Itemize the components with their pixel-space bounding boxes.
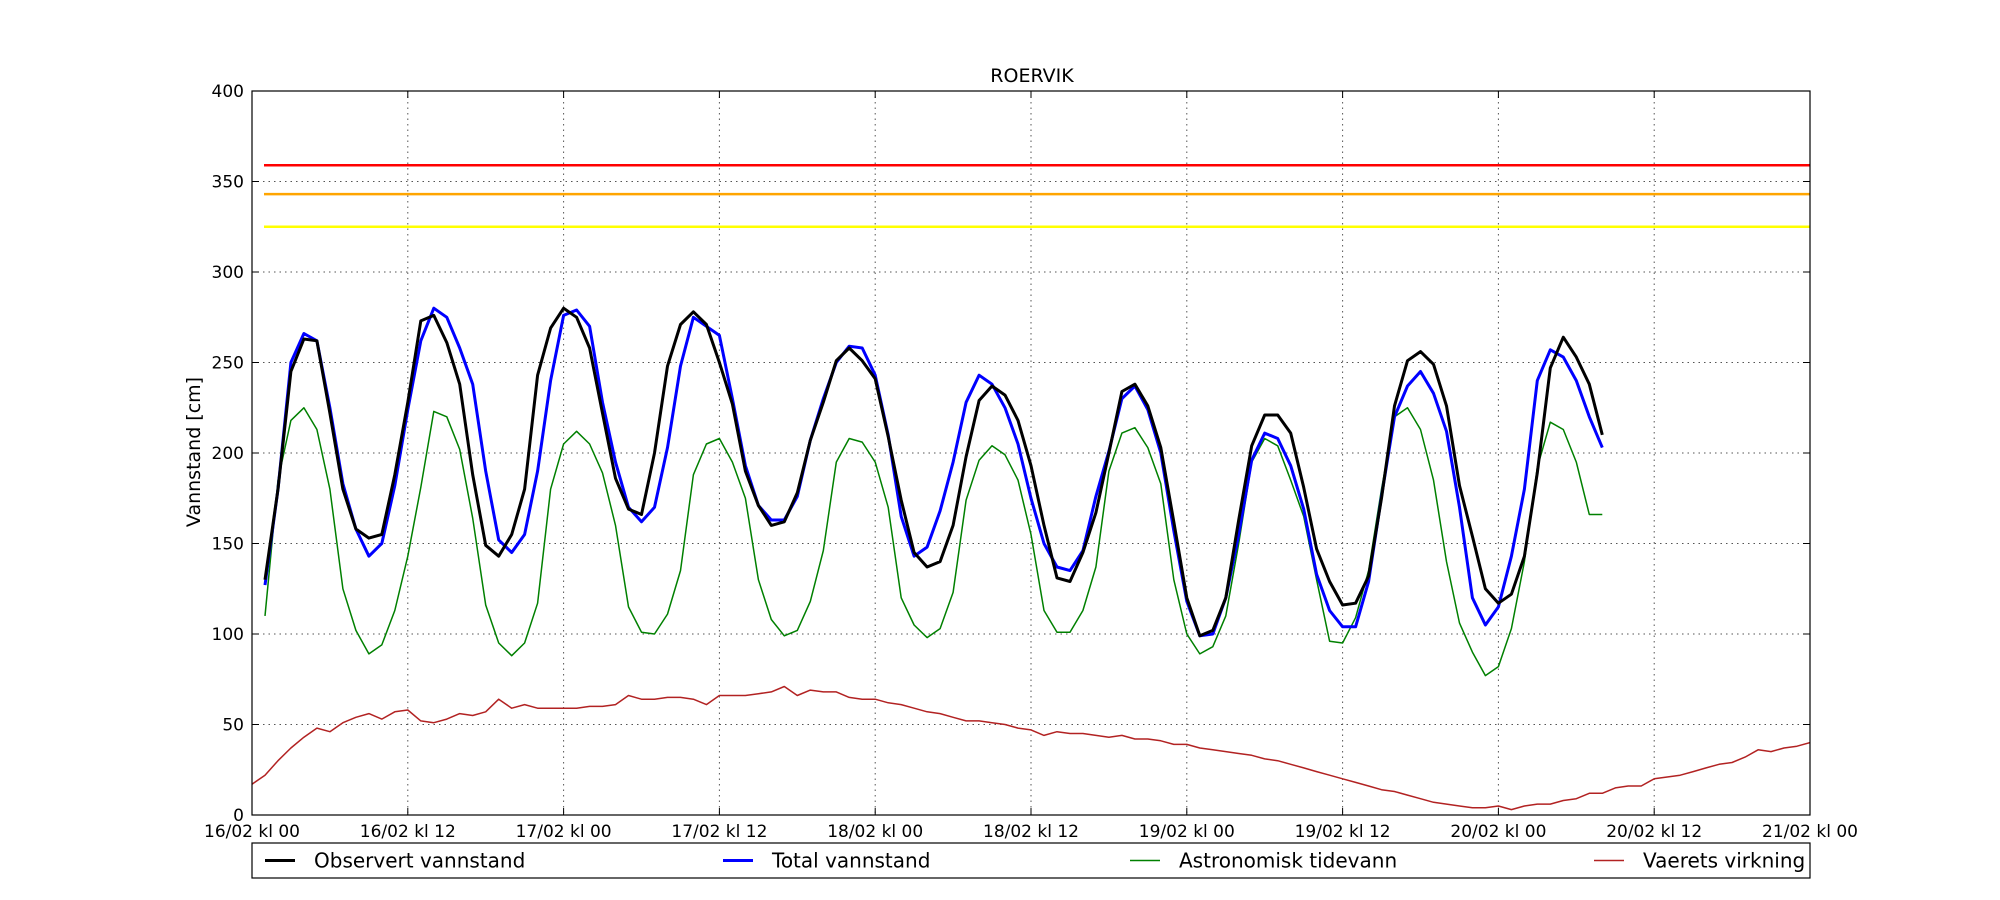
plot-area	[252, 306, 1810, 811]
legend-entry: Astronomisk tidevann	[1130, 849, 1397, 873]
series-line-observert-vannstand	[263, 306, 1604, 638]
grid-lines	[251, 90, 1811, 816]
legend-entry: Vaerets virkning	[1594, 849, 1805, 873]
x-tick-label: 19/02 kl 00	[1139, 822, 1235, 842]
legend-entry: Observert vannstand	[265, 849, 525, 873]
plot-frame	[251, 90, 1811, 816]
x-tick-label: 19/02 kl 12	[1295, 822, 1391, 842]
chart-title: ROERVIK	[990, 65, 1074, 87]
legend-box	[251, 842, 1811, 879]
y-tick-label: 350	[212, 173, 244, 193]
y-tick-label: 100	[212, 625, 244, 645]
y-tick-label: 200	[212, 444, 244, 464]
y-tick-label: 250	[212, 354, 244, 374]
legend-label: Astronomisk tidevann	[1179, 849, 1397, 873]
x-tick-label: 16/02 kl 00	[204, 822, 300, 842]
series-line-vaerets-virkning	[252, 685, 1810, 811]
legend: Observert vannstand Total vannstand Astron…	[251, 842, 1811, 879]
axes: 0 50 100 150 200 250 300 350 400 16/02 kl 00 16/02…	[204, 82, 1858, 842]
series-line-total-vannstand	[263, 306, 1604, 638]
y-tick-label: 50	[222, 716, 244, 736]
y-tick-label: 0	[233, 806, 244, 826]
threshold-lines	[264, 163, 1810, 228]
legend-label: Observert vannstand	[314, 849, 525, 873]
x-tick-label: 18/02 kl 12	[983, 822, 1079, 842]
y-axis-label: Vannstand [cm]	[183, 377, 205, 527]
legend-label: Total vannstand	[771, 849, 930, 873]
legend-entry: Total vannstand	[723, 849, 930, 873]
x-tick-label: 16/02 kl 12	[360, 822, 456, 842]
x-tick-label: 20/02 kl 00	[1450, 822, 1546, 842]
x-tick-label: 17/02 kl 12	[671, 822, 767, 842]
x-tick-label: 21/02 kl 00	[1762, 822, 1858, 842]
x-tick-label: 18/02 kl 00	[827, 822, 923, 842]
x-tick-label: 20/02 kl 12	[1606, 822, 1702, 842]
y-tick-label: 150	[212, 535, 244, 555]
legend-label: Vaerets virkning	[1643, 849, 1805, 873]
x-tick-label: 17/02 kl 00	[516, 822, 612, 842]
y-tick-label: 300	[212, 263, 244, 283]
y-tick-label: 400	[212, 82, 244, 102]
series-line-astronomisk-tidevann	[264, 407, 1603, 677]
